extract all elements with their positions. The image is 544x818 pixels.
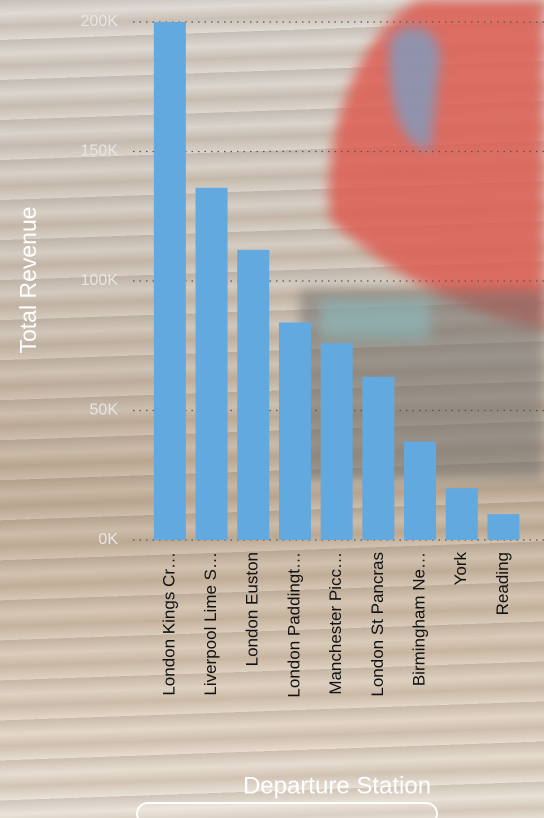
x-tick-label: Birmingham Ne… bbox=[410, 552, 429, 686]
y-tick-label: 50K bbox=[90, 402, 119, 419]
x-tick-label: Manchester Picc… bbox=[326, 552, 345, 695]
y-tick-label: 150K bbox=[81, 143, 119, 160]
x-tick-label: Liverpool Lime S… bbox=[201, 552, 220, 696]
x-axis-title: Departure Station bbox=[243, 772, 431, 799]
bar bbox=[445, 488, 478, 540]
bar bbox=[278, 322, 311, 540]
x-tick-label: Reading bbox=[493, 552, 512, 615]
y-tick-label: 200K bbox=[81, 13, 119, 30]
y-tick-label: 100K bbox=[81, 272, 119, 289]
scrollbar[interactable] bbox=[136, 802, 438, 818]
x-tick-label: London Euston bbox=[243, 552, 262, 666]
bar bbox=[487, 514, 520, 540]
x-tick-label: London Kings Cr… bbox=[159, 552, 178, 696]
y-axis-title: Total Revenue bbox=[15, 206, 41, 353]
bar bbox=[320, 343, 353, 540]
bar bbox=[195, 187, 228, 540]
x-tick-label: York bbox=[451, 552, 470, 586]
y-tick-label: 0K bbox=[98, 531, 118, 548]
bar bbox=[362, 376, 395, 540]
bar bbox=[404, 441, 437, 540]
x-tick-label: London Paddingt… bbox=[284, 552, 303, 698]
x-tick-label: London St Pancras bbox=[368, 552, 387, 697]
bar bbox=[153, 22, 186, 540]
bar bbox=[237, 249, 270, 541]
